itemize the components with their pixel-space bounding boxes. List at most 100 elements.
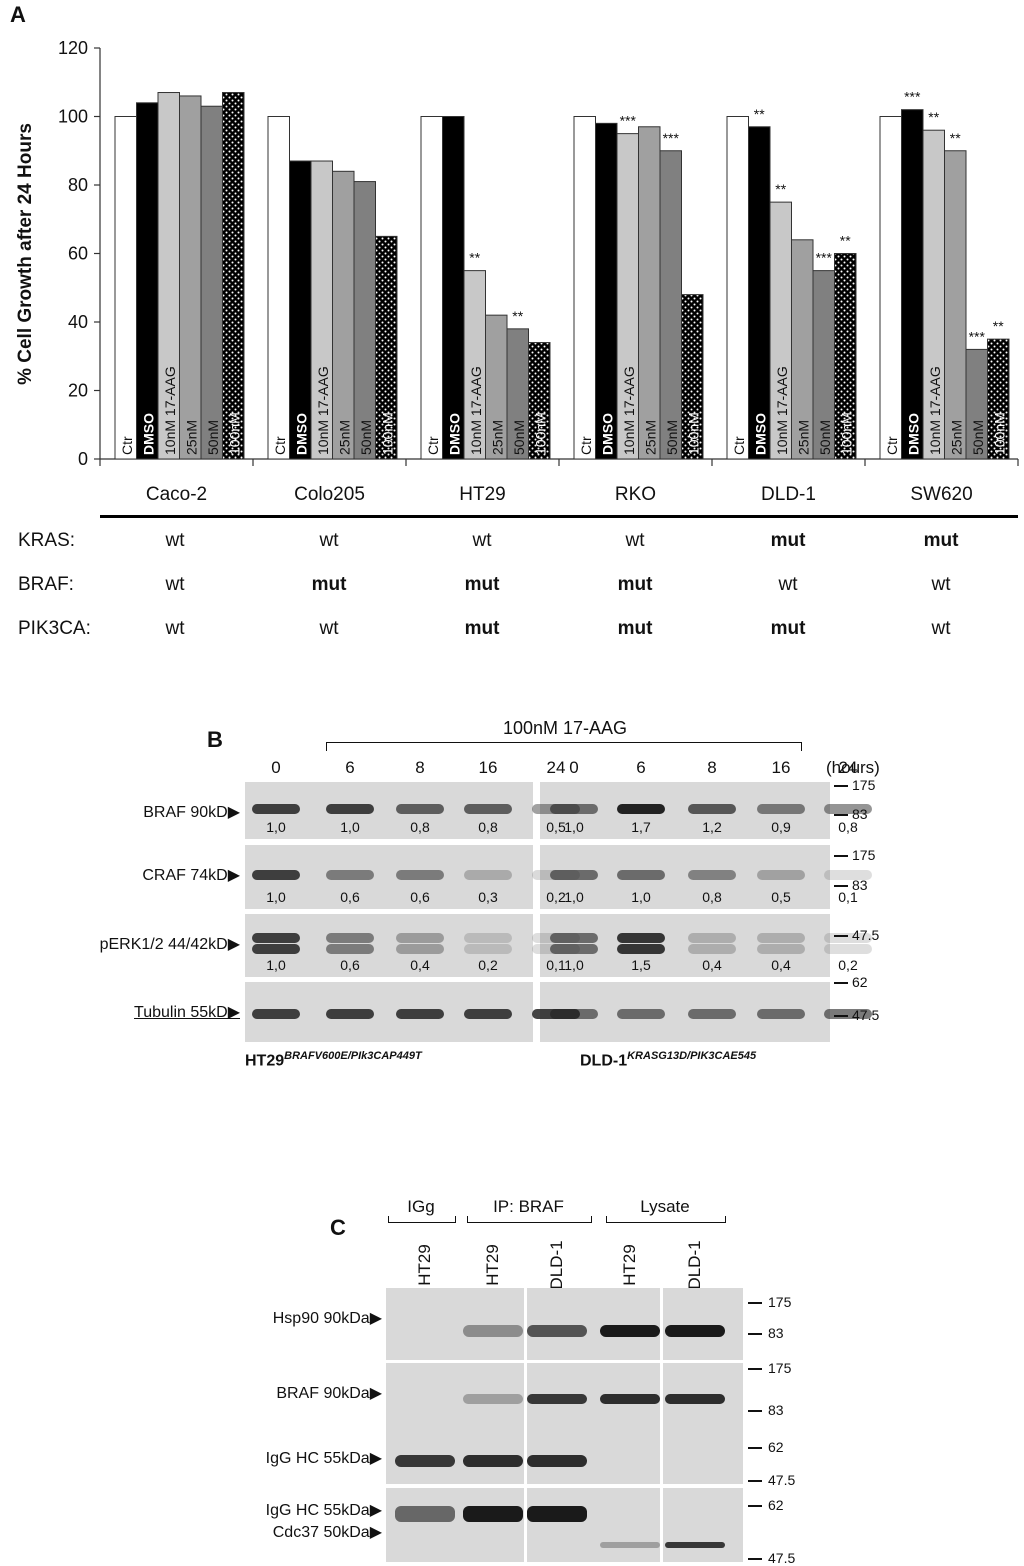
mw-tick [834,885,848,887]
timepoint-label: 16 [771,758,791,777]
bar-label: DMSO [752,413,768,455]
blot-band [688,870,736,880]
timepoint-label: 6 [636,758,646,777]
blot-band [326,1009,374,1019]
densitometry-value: 1,0 [631,889,651,905]
mw-tick [748,1368,762,1370]
bar [573,116,596,460]
mw-label: 62 [852,974,868,990]
bar-label: 100nM [685,412,701,455]
cell-name: DLD-1 [580,1052,628,1070]
densitometry-value: 0,1 [838,889,858,905]
bar-label: 100nM [379,412,395,455]
bar [375,235,398,460]
genotype-row-label: PIK3CA: [18,618,91,639]
blot-band [396,944,444,954]
bar-label: Ctr [119,436,135,455]
bar-label: DMSO [140,413,156,455]
bar-label: 25nM [183,420,199,455]
panel-b-letter: B [207,727,223,752]
blot-band [688,1009,736,1019]
timepoint-label: 24 [546,758,566,777]
blot-band [824,933,872,943]
blot-band [665,1542,725,1548]
mw-label: 83 [768,1325,784,1341]
mw-tick [834,1015,848,1017]
blot-band [326,804,374,814]
significance-mark: ** [928,109,939,125]
y-axis-label: % Cell Growth after 24 Hours [15,123,36,385]
ip-group-bracket [467,1216,592,1223]
mw-label: 175 [768,1294,792,1310]
blot-band [326,944,374,954]
bar [222,92,245,460]
densitometry-value: 0,2 [546,889,566,905]
blot-band [550,1009,598,1019]
bar [420,116,443,460]
bar [267,116,290,460]
timepoint-label: 0 [569,758,579,777]
timepoint-label: 0 [271,758,281,777]
ip-group-label: IP: BRAF [493,1197,564,1216]
blot-band [396,1009,444,1019]
blot-band [326,933,374,943]
blot-band [665,1325,725,1337]
cell-name: HT29 [245,1052,285,1070]
bar [638,126,661,460]
densitometry-value: 1,5 [631,957,651,973]
bar-label: DMSO [599,413,615,455]
mw-tick [748,1505,762,1507]
bar [879,116,902,460]
significance-mark: ** [775,181,786,197]
bar-label: 25nM [948,420,964,455]
blot-band [463,1455,523,1467]
blot-row-label: IgG HC 55kDa▶ [265,1502,382,1519]
genotype-cell: mut [311,574,347,595]
blot-band [824,870,872,880]
timepoint-label: 16 [478,758,498,777]
bar-label: 100nM [838,412,854,455]
blot-row-label: Tubulin 55kD▶ [134,1004,240,1021]
densitometry-value: 1,0 [564,957,584,973]
ip-group-label: Lysate [640,1197,690,1216]
blot-band [527,1506,587,1522]
densitometry-value: 0,4 [771,957,791,973]
blot-band [617,944,665,954]
blot-row-label: pERK1/2 44/42kD▶ [99,936,240,953]
mw-tick [748,1480,762,1482]
bar-label: Ctr [731,436,747,455]
blot-row-label: Hsp90 90kDa▶ [272,1310,382,1327]
blot-band [757,933,805,943]
densitometry-value: 1,7 [631,819,651,835]
panel-a-letter: A [10,2,26,27]
y-tick-label: 40 [68,312,88,332]
blot-band [550,944,598,954]
genotype-cell: mut [464,618,500,639]
significance-mark: *** [663,130,680,146]
genotype-cell: wt [625,530,645,551]
mw-tick [834,785,848,787]
cell-line-ht29: HT29BRAFV600E/PIk3CAP449T [245,1050,422,1070]
bar-label: 50nM [817,420,833,455]
blot-band [824,1009,872,1019]
genotype-cell: mut [617,574,653,595]
genotype-cell: mut [770,618,806,639]
bar-label: 50nM [970,420,986,455]
mw-tick [834,982,848,984]
bar [748,126,771,460]
bar-label: 100nM [226,412,242,455]
blot-band [527,1455,587,1467]
blot-band [600,1325,660,1337]
mw-tick [748,1410,762,1412]
genotype-cell: wt [319,618,339,639]
significance-mark: ** [754,106,765,122]
blot-panel-c [527,1488,660,1562]
blot-band [617,933,665,943]
y-tick-label: 100 [58,107,88,127]
treatment-label: 100nM 17-AAG [502,718,628,738]
mw-label: 47.5 [852,1007,880,1023]
densitometry-value: 1,0 [564,889,584,905]
densitometry-value: 0,3 [478,889,498,905]
densitometry-value: 1,0 [266,819,286,835]
y-tick-label: 60 [68,244,88,264]
